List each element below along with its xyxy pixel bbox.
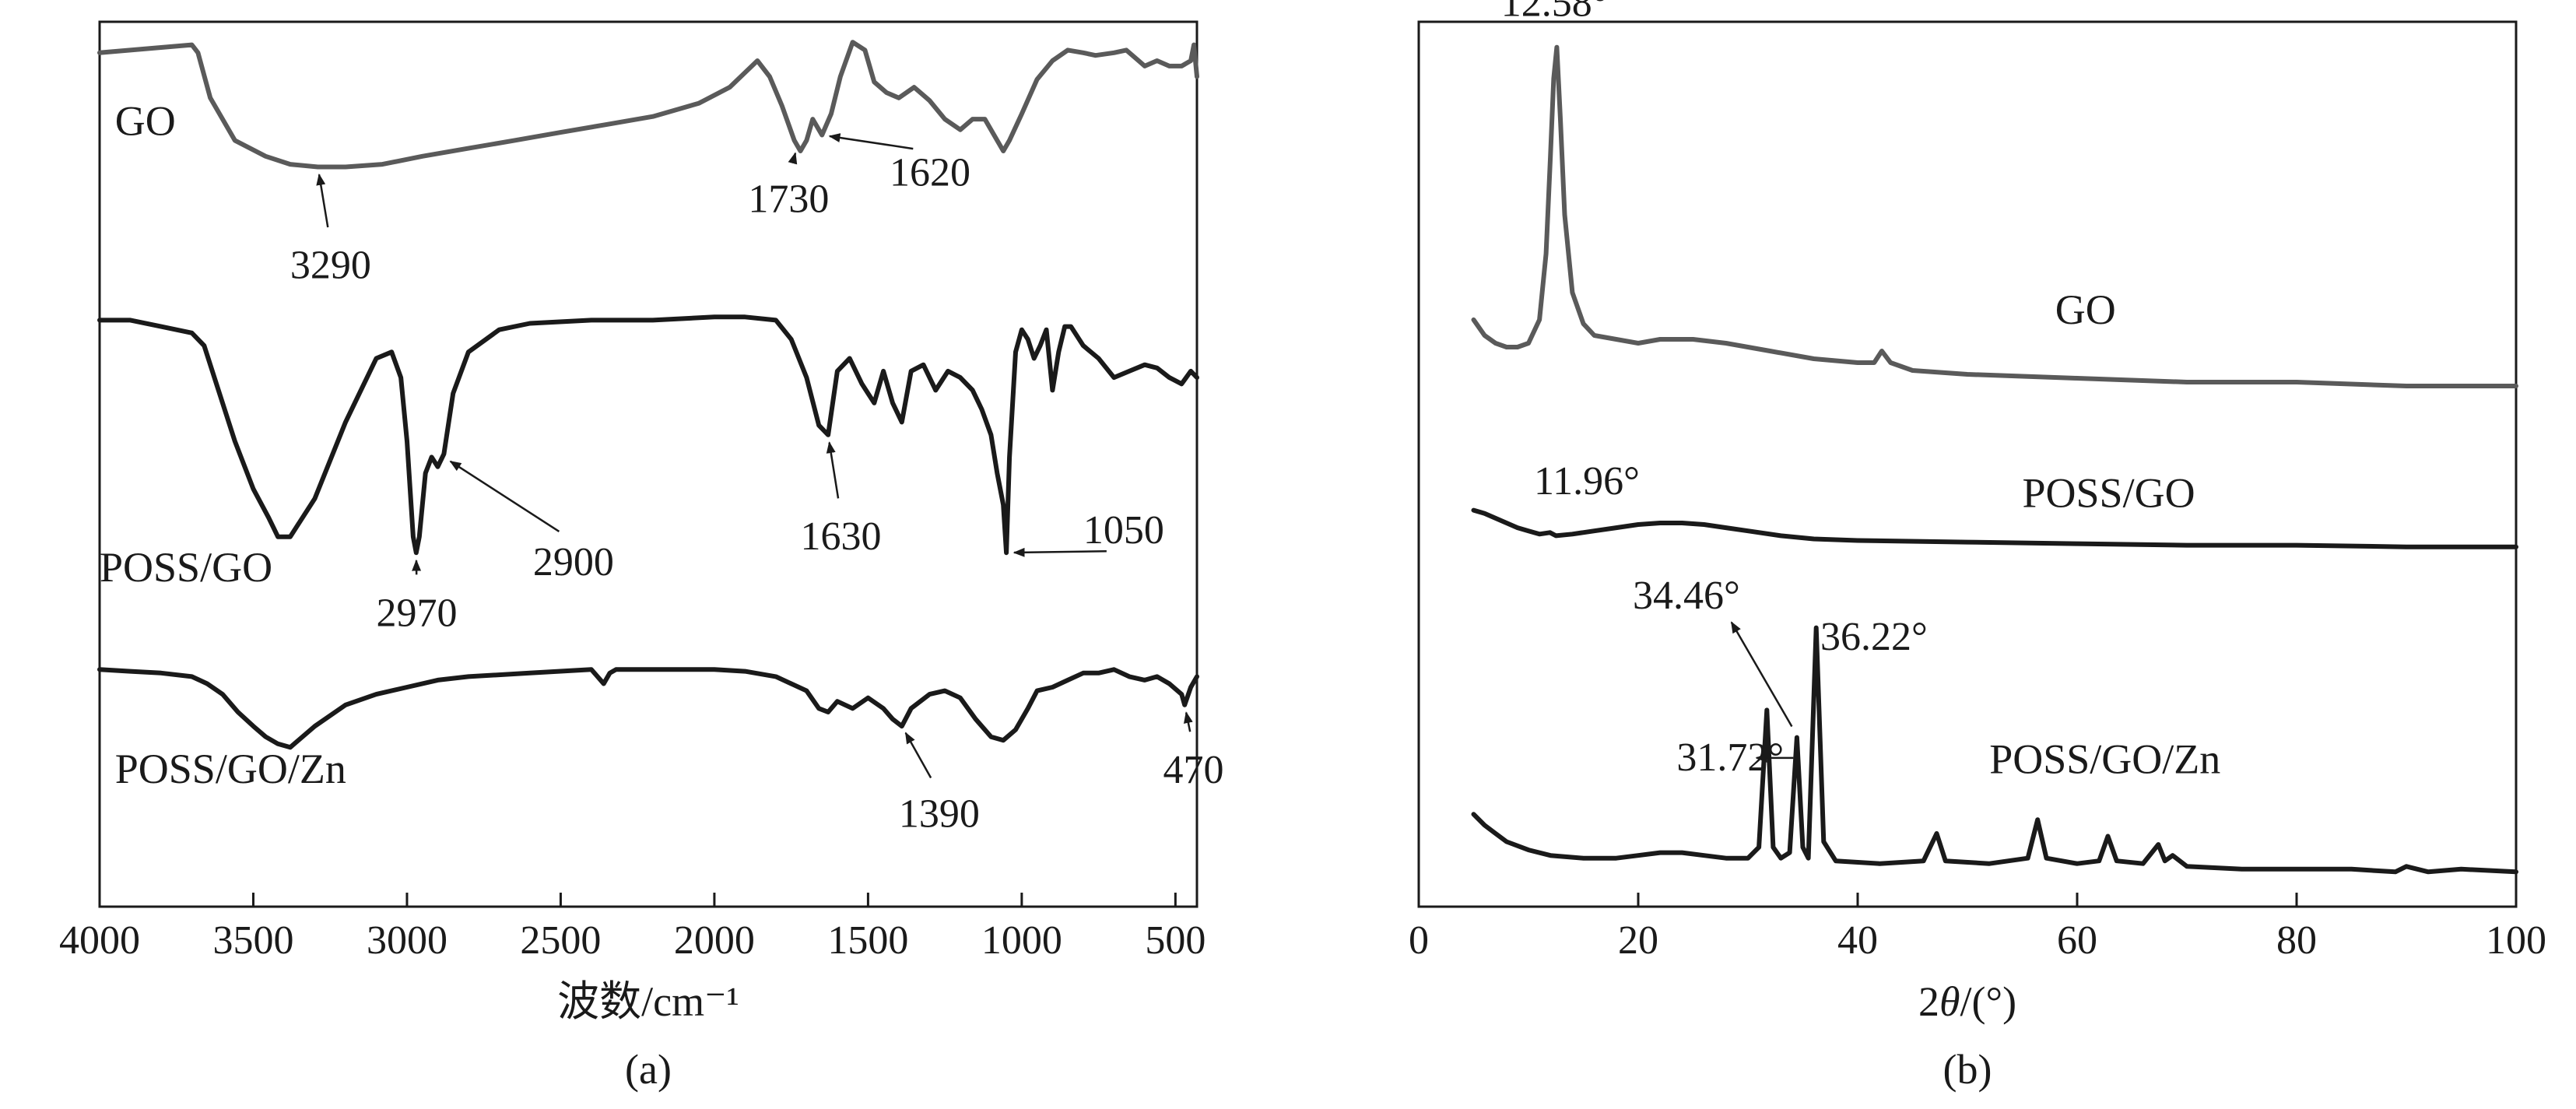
annotation-arrow (449, 460, 560, 532)
series-line-2 (1471, 625, 2518, 875)
x-axis-title-suffix: /(°) (1960, 978, 2016, 1025)
peak-annotation: 36.22° (1820, 615, 1928, 659)
series-line-1 (1471, 507, 2518, 549)
annotation-arrow (316, 173, 329, 228)
x-tick-label: 500 (1145, 918, 1206, 963)
peak-annotation: 1050 (1083, 508, 1164, 553)
x-tick-label: 1500 (827, 918, 908, 963)
x-axis-title: 2θ/(°) (1918, 978, 2016, 1025)
x-tick-label: 2000 (674, 918, 755, 963)
series-label: POSS/GO (2023, 470, 2195, 517)
peak-annotation: 2970 (376, 591, 457, 635)
x-tick-label: 2500 (520, 918, 601, 963)
x-axis-title-theta: θ (1939, 978, 1960, 1025)
x-tick-label: 60 (2057, 918, 2097, 963)
x-axis-title: 波数/cm⁻¹ (557, 978, 739, 1025)
series-label: POSS/GO/Zn (115, 746, 346, 792)
x-tick-label: 3500 (212, 918, 293, 963)
x-tick-label: 0 (1409, 918, 1429, 963)
panel-label: (b) (1943, 1046, 1992, 1093)
annotation-arrow (1730, 621, 1793, 728)
x-tick-label: 4000 (59, 918, 140, 963)
annotation-arrow (788, 152, 798, 165)
peak-annotation: 1390 (899, 792, 980, 837)
series-label: POSS/GO (100, 544, 272, 591)
peak-annotation: 1620 (890, 150, 970, 195)
annotation-arrow (904, 732, 932, 779)
annotation-arrow (1183, 711, 1193, 732)
peak-annotation: 11.96° (1534, 459, 1640, 504)
peak-annotation: 3290 (290, 244, 371, 288)
annotation-arrow (826, 441, 840, 499)
plot-frame (1417, 20, 2518, 908)
series-label: GO (115, 98, 176, 145)
series-label: POSS/GO/Zn (1989, 735, 2220, 782)
series-line-0 (97, 40, 1199, 170)
peak-annotation: 470 (1163, 748, 1224, 792)
annotation-arrow (828, 133, 914, 150)
peak-annotation: 2900 (533, 540, 614, 584)
annotation-arrow (1013, 547, 1107, 557)
panel-a-ftir: 4000 3500 3000 2500 2000 1500 1000 500 GO POSS/GO… (59, 20, 1224, 1093)
panel-b-xrd: 0 20 40 60 80 100 GO POSS/GO POSS/GO/Zn 12.58° 11.… (1409, 0, 2546, 1093)
series-line-1 (97, 314, 1199, 556)
x-tick-label: 20 (1618, 918, 1658, 963)
series-line-2 (97, 667, 1199, 750)
peak-annotation: 34.46° (1633, 574, 1740, 618)
x-tick-label: 1000 (981, 918, 1062, 963)
plot-frame (98, 20, 1199, 908)
peak-annotation: 1630 (801, 514, 882, 559)
x-tick-label: 3000 (367, 918, 447, 963)
series-line-0 (1471, 44, 2518, 388)
x-tick-label: 80 (2276, 918, 2317, 963)
x-tick-label: 40 (1837, 918, 1878, 963)
peak-annotation: 12.58° (1501, 0, 1609, 26)
peak-annotation: 1730 (748, 177, 829, 221)
panel-label: (a) (625, 1046, 672, 1093)
series-label: GO (2055, 286, 2116, 333)
x-tick-label: 100 (2486, 918, 2546, 963)
x-axis-title-prefix: 2 (1918, 978, 1939, 1025)
